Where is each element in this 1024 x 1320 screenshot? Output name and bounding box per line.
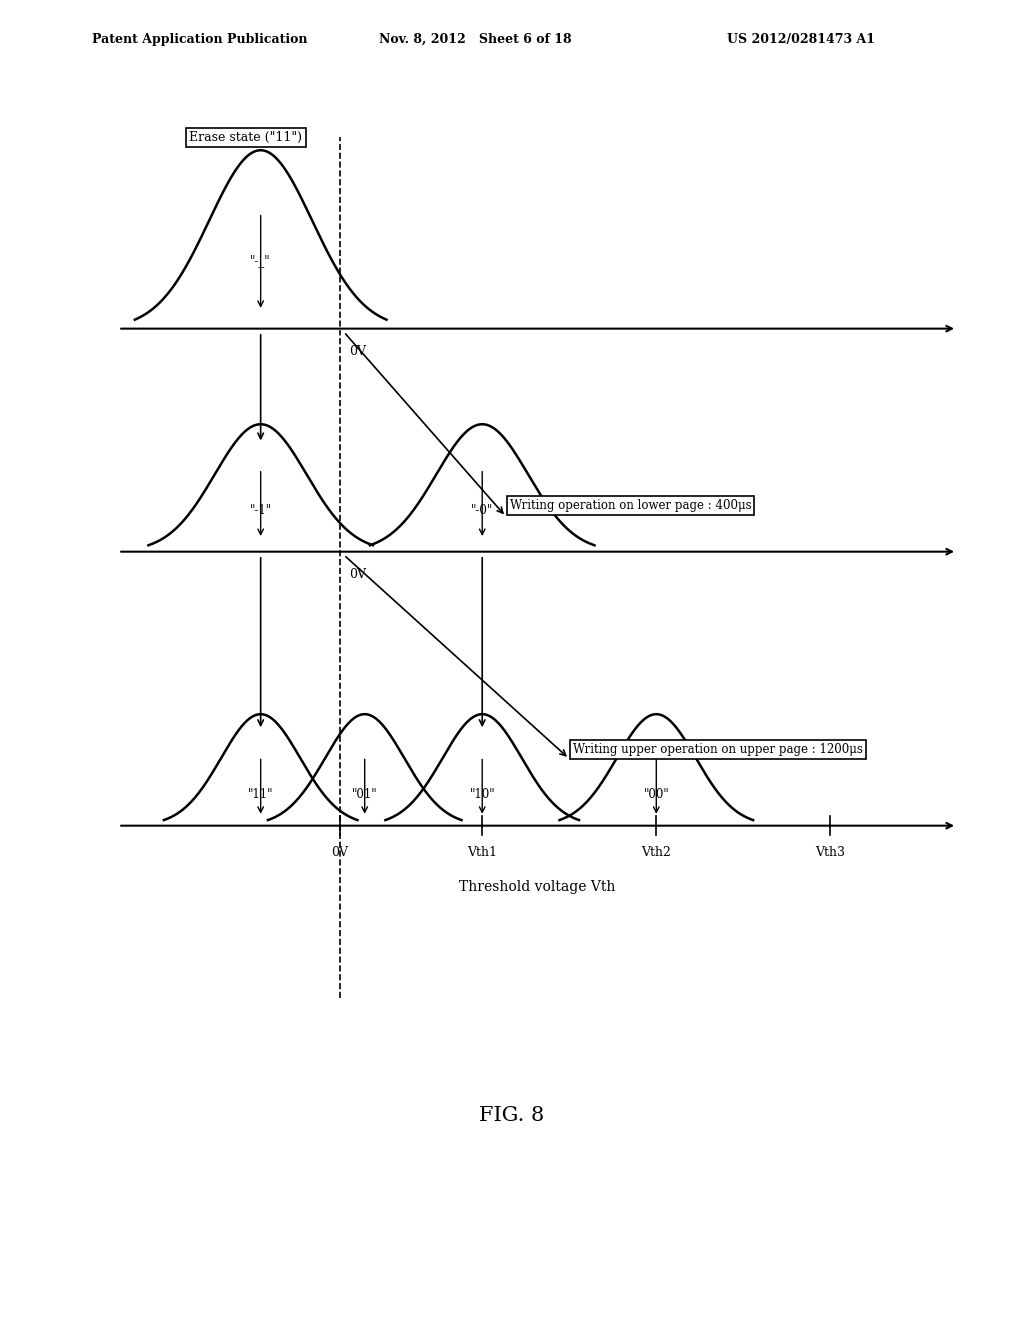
Text: 0V: 0V bbox=[349, 568, 367, 581]
Text: "01": "01" bbox=[352, 788, 378, 801]
Text: FIG. 8: FIG. 8 bbox=[479, 1106, 545, 1125]
Text: Vth1: Vth1 bbox=[467, 846, 498, 859]
Text: Vth2: Vth2 bbox=[641, 846, 671, 859]
Text: 0V: 0V bbox=[349, 345, 367, 358]
Text: 0V: 0V bbox=[332, 846, 348, 859]
Text: "00": "00" bbox=[643, 788, 669, 801]
Text: "10": "10" bbox=[469, 788, 495, 801]
Text: Erase state ("11"): Erase state ("11") bbox=[189, 131, 302, 144]
Text: "-_": "-_" bbox=[250, 255, 271, 268]
Text: Vth3: Vth3 bbox=[815, 846, 846, 859]
Text: Writing upper operation on upper page : 1200μs: Writing upper operation on upper page : … bbox=[573, 743, 863, 755]
Text: US 2012/0281473 A1: US 2012/0281473 A1 bbox=[727, 33, 876, 46]
Text: Threshold voltage Vth: Threshold voltage Vth bbox=[460, 880, 615, 894]
Text: Writing operation on lower page : 400μs: Writing operation on lower page : 400μs bbox=[510, 499, 752, 512]
Text: "-0": "-0" bbox=[471, 504, 494, 517]
Text: Nov. 8, 2012   Sheet 6 of 18: Nov. 8, 2012 Sheet 6 of 18 bbox=[379, 33, 571, 46]
Text: "11": "11" bbox=[248, 788, 273, 801]
Text: "-1": "-1" bbox=[250, 504, 271, 517]
Text: Patent Application Publication: Patent Application Publication bbox=[92, 33, 307, 46]
